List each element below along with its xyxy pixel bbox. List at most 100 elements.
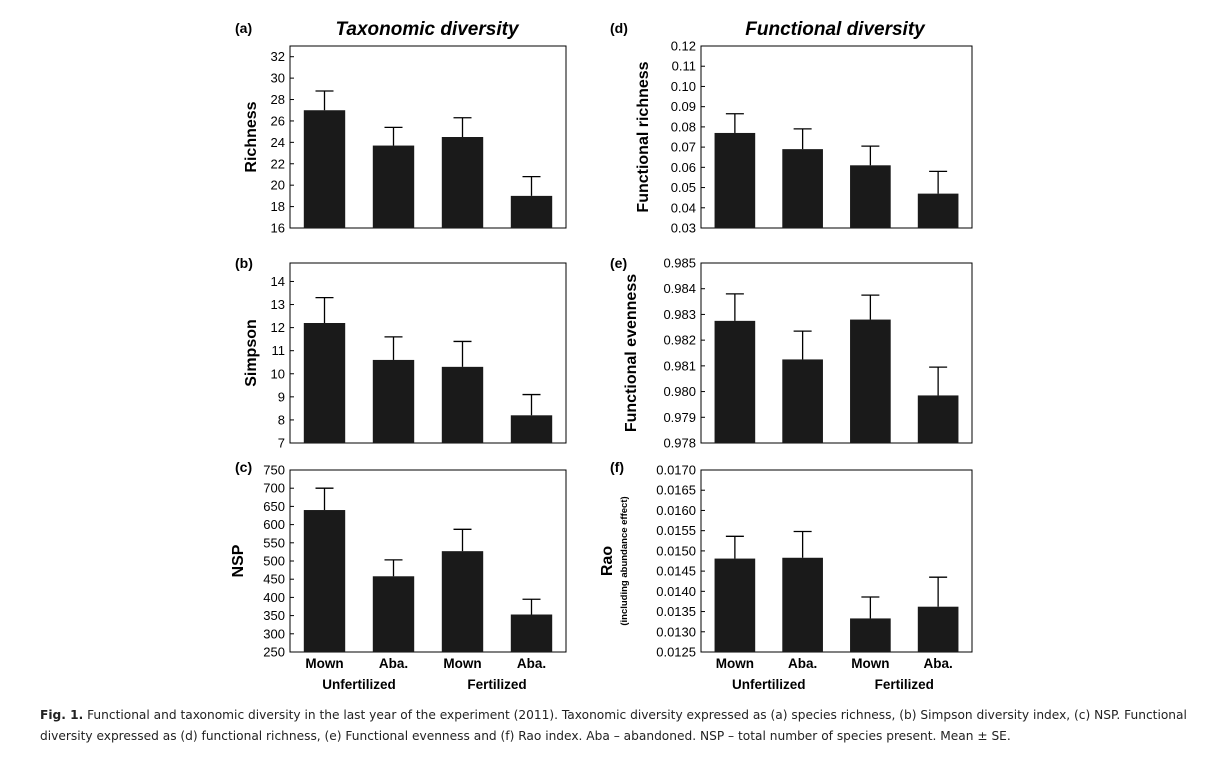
panel-b-ytick-label-2: 9 [278, 389, 285, 404]
panel-d-bar-0 [714, 132, 756, 228]
panel-c-ytick-label-6: 550 [263, 535, 285, 550]
panel-c-ytick-label-10: 750 [263, 463, 285, 478]
panel-a-letter: (a) [235, 20, 252, 36]
panel-f-bar-1 [782, 557, 823, 652]
panel-a-ytick-label-4: 24 [271, 135, 285, 150]
panel-f-frame [700, 469, 973, 653]
panel-e-ylabel: Functional evenness [623, 274, 640, 432]
panel-c-ytick-label-1: 300 [263, 626, 285, 641]
panel-b-letter: (b) [235, 255, 253, 271]
panel-c-bar-2 [441, 551, 484, 652]
panel-f-bar-2 [850, 618, 891, 652]
panel-a-bar-1 [372, 145, 415, 228]
panel-f-ytick-label-9: 0.0170 [656, 463, 696, 478]
panel-c-ylabel: NSP [230, 544, 247, 577]
panel-d-ylabel: Functional richness [635, 61, 652, 212]
panel-e-ytick-label-0: 0.978 [663, 436, 696, 451]
right-xcat-2: Mown [851, 656, 889, 671]
panel-c-ytick-label-5: 500 [263, 554, 285, 569]
panel-f-letter: (f) [610, 459, 624, 475]
panel-d-ytick-label-0: 0.03 [671, 221, 696, 236]
panel-f-ytick-label-2: 0.0135 [656, 604, 696, 619]
panel-f-ytick-label-8: 0.0165 [656, 483, 696, 498]
left-xcat-3: Aba. [517, 656, 546, 671]
panel-b-ylabel: Simpson [243, 319, 260, 387]
panel-d-bar-1 [782, 149, 823, 228]
panel-c-ytick-label-0: 250 [263, 645, 285, 660]
right-column-title: Functional diversity [745, 19, 926, 40]
panel-d-letter: (d) [610, 20, 628, 36]
panel-d-frame [700, 45, 973, 229]
panel-e-ytick-label-2: 0.980 [663, 384, 696, 399]
panel-b-ytick-label-7: 14 [271, 274, 285, 289]
panel-e-ytick-label-1: 0.979 [663, 410, 696, 425]
panel-d-bar-2 [850, 165, 891, 228]
figure-caption: Fig. 1. Functional and taxonomic diversi… [40, 705, 1190, 747]
panel-f-bar-3 [917, 606, 959, 652]
panel-b-bar-3 [510, 415, 553, 443]
panel-c-bar-0 [303, 510, 346, 652]
panel-c-bar-1 [372, 576, 415, 652]
panel-c-bar-3 [510, 614, 553, 652]
panel-b-ytick-label-0: 7 [278, 436, 285, 451]
left-xgroup-1: Fertilized [467, 677, 526, 692]
panel-e-frame [700, 262, 973, 444]
panel-b-ytick-label-1: 8 [278, 412, 285, 427]
panel-c-ytick-label-2: 350 [263, 608, 285, 623]
panel-d-ytick-label-1: 0.04 [671, 200, 696, 215]
panel-b-bar-0 [303, 323, 346, 443]
panel-b-ytick-label-4: 11 [272, 343, 286, 358]
panel-f-ytick-label-1: 0.0130 [656, 624, 696, 639]
panel-f-ytick-label-5: 0.0150 [656, 543, 696, 558]
caption-text: Functional and taxonomic diversity in th… [40, 708, 1187, 743]
panel-f-ytick-label-0: 0.0125 [656, 645, 696, 660]
panel-e-bar-2 [850, 319, 891, 443]
panel-a-ytick-label-8: 32 [271, 49, 285, 64]
panel-b-ytick-label-3: 10 [271, 366, 285, 381]
left-column-title: Taxonomic diversity [335, 19, 519, 40]
chart-svg: Taxonomic diversity Functional diversity… [230, 19, 973, 692]
panel-a-ytick-label-2: 20 [271, 178, 285, 193]
panel-d-ytick-label-3: 0.06 [671, 160, 696, 175]
panel-a-ytick-label-0: 16 [271, 221, 285, 236]
panel-a-ylabel: Richness [243, 101, 260, 172]
panel-e-bar-1 [782, 359, 823, 443]
panel-f-ytick-label-4: 0.0145 [656, 564, 696, 579]
panel-b-ytick-label-5: 12 [271, 320, 285, 335]
panel-a-ytick-label-1: 18 [271, 199, 285, 214]
panel-b-bar-1 [372, 359, 415, 443]
panel-c-ytick-label-8: 650 [263, 499, 285, 514]
panel-b-frame [289, 262, 567, 444]
left-xgroup-0: Unfertilized [322, 677, 396, 692]
panel-e-ytick-label-6: 0.984 [663, 281, 696, 296]
panel-a-bar-0 [303, 110, 346, 228]
caption-label: Fig. 1. [40, 708, 84, 722]
panel-f-ylabel-sub: (including abundance effect) [619, 496, 630, 625]
panel-e-bar-0 [714, 320, 756, 443]
left-xcat-2: Mown [443, 656, 481, 671]
right-xcat-0: Mown [716, 656, 754, 671]
panel-d-ytick-label-7: 0.10 [671, 79, 696, 94]
panel-f-ytick-label-3: 0.0140 [656, 584, 696, 599]
panel-d-ytick-label-4: 0.07 [671, 140, 696, 155]
panel-d-bar-3 [917, 193, 959, 228]
panel-f-ytick-label-7: 0.0160 [656, 503, 696, 518]
right-xcat-1: Aba. [788, 656, 817, 671]
right-xgroup-0: Unfertilized [732, 677, 806, 692]
panel-d-ytick-label-9: 0.12 [671, 39, 696, 54]
panel-e-ytick-label-3: 0.981 [663, 358, 696, 373]
panel-b-bar-2 [441, 366, 484, 443]
panel-a-bar-2 [441, 137, 484, 228]
panel-a-ytick-label-5: 26 [271, 113, 285, 128]
right-xgroup-1: Fertilized [875, 677, 934, 692]
figure: Taxonomic diversity Functional diversity… [230, 19, 973, 692]
panel-e-ytick-label-4: 0.982 [663, 333, 696, 348]
panel-c-ytick-label-4: 450 [263, 572, 285, 587]
panel-b-ytick-label-6: 13 [271, 297, 285, 312]
right-xcat-3: Aba. [923, 656, 952, 671]
panel-f-ylabel: Rao [599, 546, 616, 576]
panel-f-ytick-label-6: 0.0155 [656, 523, 696, 538]
panel-c-letter: (c) [235, 459, 252, 475]
left-xcat-1: Aba. [379, 656, 408, 671]
panel-d-ytick-label-2: 0.05 [671, 180, 696, 195]
